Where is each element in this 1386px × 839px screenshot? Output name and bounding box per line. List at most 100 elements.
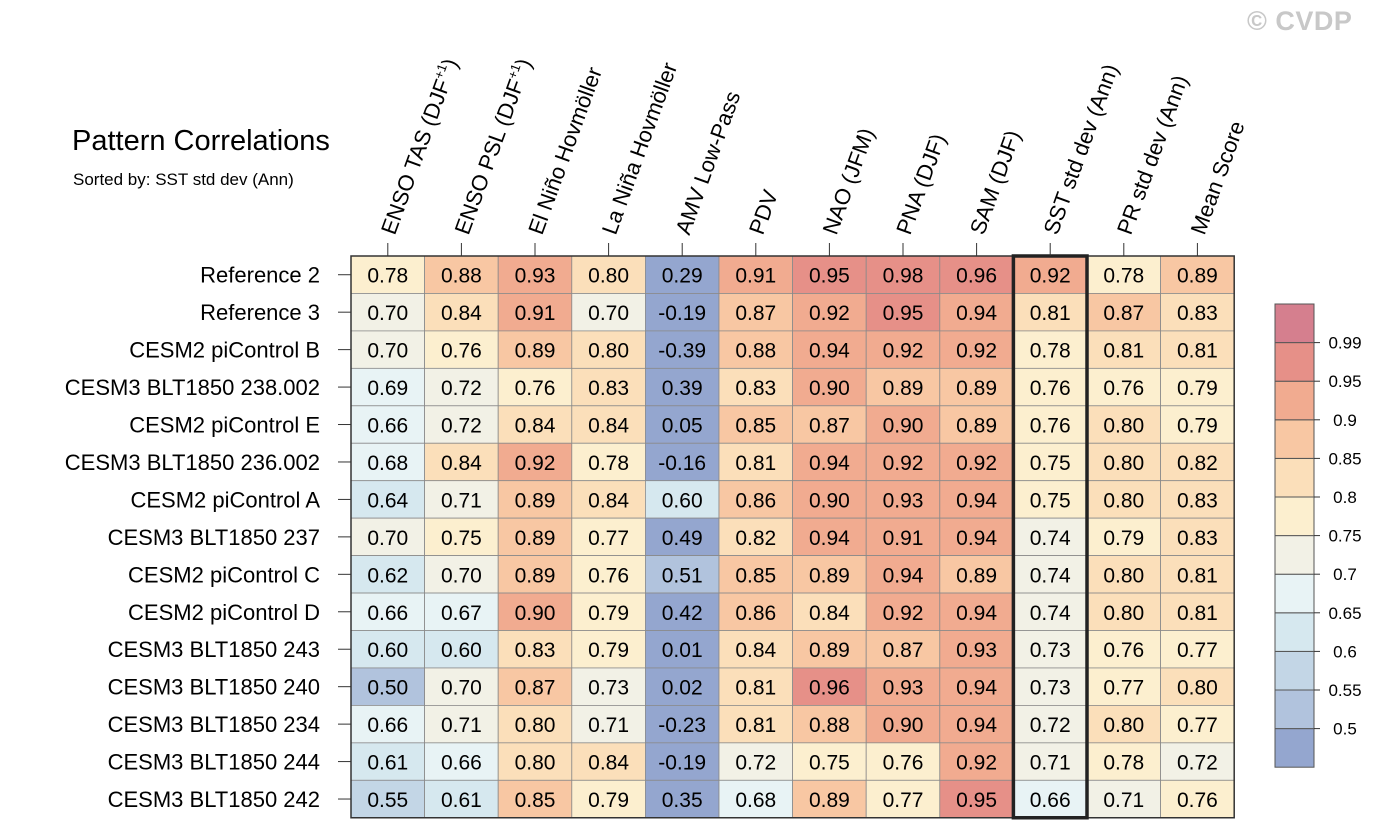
- heatmap-cell: [1086, 293, 1161, 332]
- column-label: SAM (DJF): [965, 127, 1026, 238]
- cell-value-label: 0.78: [1030, 340, 1071, 363]
- cell-value-label: 0.66: [367, 714, 408, 737]
- cell-value-label: 0.61: [441, 789, 482, 812]
- heatmap-cell: [718, 742, 793, 781]
- heatmap-cell: [865, 630, 941, 669]
- cell-value-label: 0.66: [441, 752, 482, 775]
- heatmap-cell: [1160, 255, 1235, 294]
- cell-value-label: 0.35: [662, 789, 703, 812]
- column-label: SST std dev (Ann): [1038, 61, 1123, 238]
- heatmap-cell: [497, 630, 573, 669]
- heatmap-cell: [424, 255, 499, 294]
- cell-value-label: 0.89: [515, 564, 556, 587]
- cell-value-label: 0.94: [956, 302, 997, 325]
- cell-value-label: 0.84: [588, 415, 629, 438]
- cell-value-label: 0.95: [956, 789, 997, 812]
- heatmap-cell: [571, 442, 646, 482]
- heatmap-cell: [497, 742, 573, 781]
- column-label: NAO (JFM): [818, 125, 880, 238]
- row-label: CESM3 BLT1850 243: [108, 637, 320, 662]
- cell-value-label: 0.42: [662, 602, 703, 625]
- heatmap-cell: [424, 742, 499, 781]
- cell-value-label: 0.72: [1177, 752, 1218, 775]
- heatmap-cell: [1160, 555, 1235, 594]
- cell-value-label: 0.80: [1103, 415, 1144, 438]
- heatmap-cell: [718, 293, 793, 332]
- heatmap-cell: [1160, 667, 1235, 706]
- heatmap-cell: [497, 367, 573, 407]
- cell-value-label: 0.92: [883, 340, 924, 363]
- cell-value-label: 0.96: [956, 265, 997, 288]
- colorbar-tick-label: 0.95: [1328, 372, 1361, 391]
- cell-value-label: 0.78: [1103, 265, 1144, 288]
- heatmap-cell: [718, 442, 793, 482]
- cell-value-label: 0.92: [956, 752, 997, 775]
- colorbar-tick-label: 0.9: [1333, 411, 1357, 430]
- cell-value-label: 0.82: [1177, 452, 1218, 475]
- heatmap-cell: [645, 667, 720, 706]
- colorbar-tick-label: 0.65: [1328, 604, 1361, 623]
- heatmap-cell: [1160, 480, 1235, 519]
- heatmap-cell: [645, 517, 720, 557]
- heatmap-cell: [497, 705, 573, 744]
- heatmap-cell: [865, 667, 941, 706]
- cell-value-label: 0.70: [588, 302, 629, 325]
- heatmap-cell: [350, 779, 425, 819]
- cell-value-label: 0.88: [809, 714, 850, 737]
- cell-value-label: 0.77: [1177, 639, 1218, 662]
- heatmap-cell: [792, 779, 867, 819]
- cell-value-label: 0.71: [1030, 752, 1071, 775]
- cell-value-label: 0.83: [735, 377, 776, 400]
- cell-value-label: 0.68: [735, 789, 776, 812]
- heatmap-cell: [1160, 330, 1235, 369]
- heatmap-cell: [865, 255, 941, 294]
- heatmap-cell: [939, 592, 1014, 631]
- cell-value-label: 0.66: [1030, 789, 1071, 812]
- cell-value-label: 0.92: [956, 340, 997, 363]
- heatmap-cell: [1013, 592, 1088, 631]
- cell-value-label: 0.76: [1030, 415, 1071, 438]
- heatmap-cell: [571, 742, 646, 781]
- heatmap-cell: [645, 405, 720, 444]
- cell-value-label: 0.78: [588, 452, 629, 475]
- cell-value-label: 0.81: [735, 677, 776, 700]
- heatmap-cell: [571, 330, 646, 369]
- cell-value-label: 0.94: [956, 714, 997, 737]
- cell-value-label: 0.83: [1177, 302, 1218, 325]
- heatmap-cell: [718, 705, 793, 744]
- cell-value-label: 0.74: [1030, 527, 1071, 550]
- row-label: CESM2 piControl C: [128, 562, 320, 587]
- cell-value-label: 0.92: [883, 452, 924, 475]
- heatmap-cell: [718, 517, 793, 557]
- cell-value-label: 0.94: [809, 527, 850, 550]
- cell-value-label: 0.73: [1030, 639, 1071, 662]
- heatmap-cell: [939, 330, 1014, 369]
- heatmap-cell: [792, 592, 867, 631]
- colorbar-segment: [1274, 496, 1315, 537]
- heatmap-cell: [350, 442, 425, 482]
- colorbar-tick-label: 0.7: [1333, 565, 1357, 584]
- column-label: PDV: [744, 186, 783, 237]
- cell-value-label: 0.76: [441, 340, 482, 363]
- heatmap-cell: [1086, 742, 1161, 781]
- cell-value-label: 0.84: [735, 639, 776, 662]
- cell-value-label: 0.81: [1177, 564, 1218, 587]
- cell-value-label: 0.72: [441, 377, 482, 400]
- cell-value-label: 0.90: [515, 602, 556, 625]
- heatmap-cell: [350, 555, 425, 594]
- heatmap-cell: [792, 367, 867, 407]
- cell-value-label: -0.39: [658, 340, 706, 363]
- column-label: ENSO PSL (DJF+1): [449, 55, 537, 238]
- cell-value-label: 0.80: [515, 714, 556, 737]
- cell-value-label: 0.81: [1177, 602, 1218, 625]
- colorbar-tick-label: 0.85: [1328, 449, 1361, 468]
- cell-value-label: 0.39: [662, 377, 703, 400]
- row-label: CESM3 BLT1850 236.002: [65, 450, 320, 475]
- heatmap-cell: [718, 630, 793, 669]
- heatmap-cell: [939, 293, 1014, 332]
- cell-value-label: 0.01: [662, 639, 703, 662]
- cell-value-label: 0.79: [1177, 377, 1218, 400]
- cell-value-label: 0.76: [883, 752, 924, 775]
- cell-value-label: 0.93: [883, 677, 924, 700]
- cell-value-label: 0.90: [883, 415, 924, 438]
